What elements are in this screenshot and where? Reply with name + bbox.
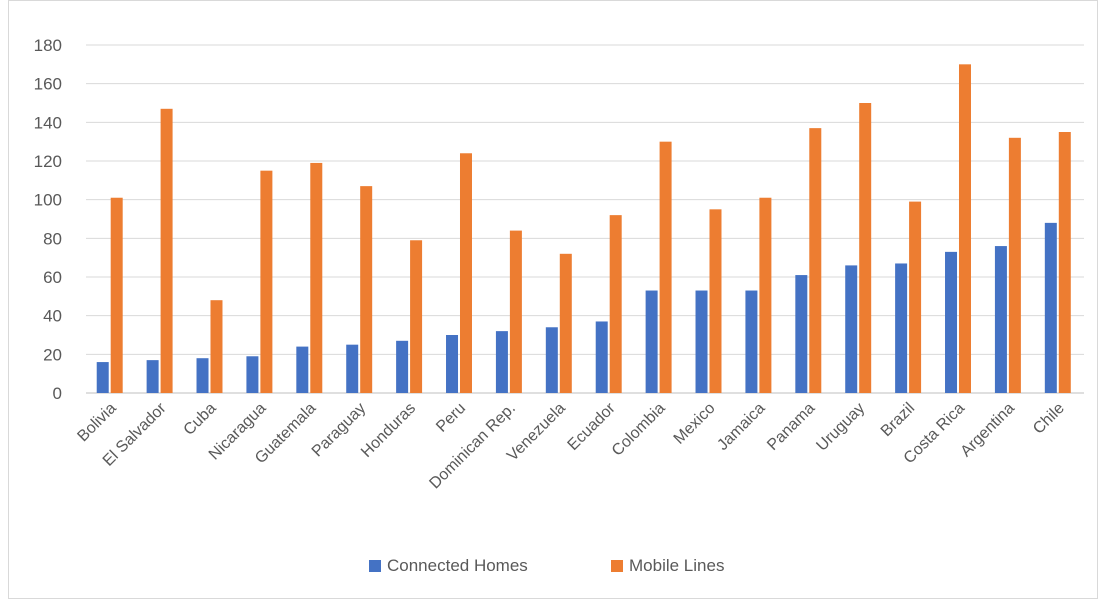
x-category-label: Peru bbox=[433, 400, 469, 436]
bar-mobile-lines-chile bbox=[1058, 132, 1071, 393]
y-axis-tick-labels: 0 20 40 60 80 100 120 140 160 180 bbox=[34, 36, 62, 403]
y-tick-label: 160 bbox=[34, 75, 62, 94]
bar-connected-homes-peru bbox=[446, 335, 459, 393]
bar-mobile-lines-colombia bbox=[659, 141, 672, 393]
x-category-label: Argentina bbox=[958, 400, 1019, 461]
x-category-label: Bolivia bbox=[74, 400, 119, 445]
bar-mobile-lines-costa-rica bbox=[958, 64, 971, 393]
legend-mobile-lines-label: Mobile Lines bbox=[629, 556, 724, 575]
bar-connected-homes-ecuador bbox=[595, 321, 608, 393]
bar-connected-homes-jamaica bbox=[745, 290, 758, 393]
bar-connected-homes-paraguay bbox=[346, 344, 359, 393]
bar-mobile-lines-brazil bbox=[909, 201, 922, 393]
bars bbox=[96, 64, 1071, 394]
gridlines bbox=[86, 44, 1084, 394]
x-category-label: Mexico bbox=[671, 400, 719, 448]
bar-mobile-lines-cuba bbox=[210, 300, 223, 393]
y-tick-label: 20 bbox=[43, 345, 62, 364]
bar-connected-homes-cuba bbox=[196, 358, 209, 393]
bar-connected-homes-bolivia bbox=[96, 362, 109, 393]
bar-mobile-lines-paraguay bbox=[360, 186, 373, 393]
x-category-label: Dominican Rep. bbox=[426, 400, 519, 493]
x-category-label: Cuba bbox=[181, 400, 220, 439]
y-tick-label: 60 bbox=[43, 268, 62, 287]
bar-mobile-lines-uruguay bbox=[859, 103, 872, 393]
bar-connected-homes-venezuela bbox=[545, 327, 558, 393]
x-category-label: Uruguay bbox=[813, 400, 868, 455]
legend-connected-homes-label: Connected Homes bbox=[387, 556, 528, 575]
bar-connected-homes-honduras bbox=[396, 340, 409, 393]
bar-connected-homes-el-salvador bbox=[146, 360, 159, 393]
y-tick-label: 100 bbox=[34, 191, 62, 210]
bar-connected-homes-panama bbox=[795, 275, 808, 393]
y-tick-label: 120 bbox=[34, 152, 62, 171]
legend-mobile-lines-swatch bbox=[611, 560, 623, 572]
bar-connected-homes-uruguay bbox=[845, 265, 858, 393]
bar-mobile-lines-bolivia bbox=[110, 197, 123, 393]
x-category-label: Honduras bbox=[358, 400, 419, 461]
bar-connected-homes-nicaragua bbox=[246, 356, 259, 393]
x-category-label: Chile bbox=[1030, 400, 1068, 438]
y-tick-label: 140 bbox=[34, 113, 62, 132]
legend-connected-homes-swatch bbox=[369, 560, 381, 572]
bar-mobile-lines-venezuela bbox=[559, 253, 572, 393]
bar-mobile-lines-el-salvador bbox=[160, 108, 173, 394]
x-category-label: Panama bbox=[764, 400, 818, 454]
bar-mobile-lines-panama bbox=[809, 128, 822, 393]
bar-mobile-lines-argentina bbox=[1008, 137, 1021, 393]
bar-mobile-lines-honduras bbox=[410, 240, 423, 393]
bar-connected-homes-guatemala bbox=[296, 346, 309, 393]
bar-mobile-lines-ecuador bbox=[609, 215, 622, 393]
y-tick-label: 40 bbox=[43, 307, 62, 326]
y-tick-label: 180 bbox=[34, 36, 62, 55]
bar-mobile-lines-jamaica bbox=[759, 197, 772, 393]
bar-mobile-lines-dominican-rep bbox=[509, 230, 522, 393]
x-category-label: Jamaica bbox=[714, 400, 768, 454]
bar-connected-homes-colombia bbox=[645, 290, 658, 393]
bar-connected-homes-chile bbox=[1044, 222, 1057, 393]
bar-connected-homes-brazil bbox=[895, 263, 908, 393]
y-tick-label: 80 bbox=[43, 229, 62, 248]
x-category-label: Colombia bbox=[609, 400, 669, 460]
bar-connected-homes-argentina bbox=[994, 246, 1007, 393]
bar-connected-homes-dominican-rep bbox=[495, 331, 508, 393]
bar-mobile-lines-guatemala bbox=[310, 162, 323, 393]
legend: Connected Homes Mobile Lines bbox=[369, 556, 724, 575]
bar-mobile-lines-peru bbox=[459, 153, 472, 393]
bar-connected-homes-costa-rica bbox=[945, 251, 958, 393]
bar-mobile-lines-nicaragua bbox=[260, 170, 273, 393]
bar-mobile-lines-mexico bbox=[709, 209, 722, 393]
bar-connected-homes-mexico bbox=[695, 290, 708, 393]
x-category-label: Brazil bbox=[878, 400, 918, 440]
y-tick-label: 0 bbox=[53, 384, 62, 403]
